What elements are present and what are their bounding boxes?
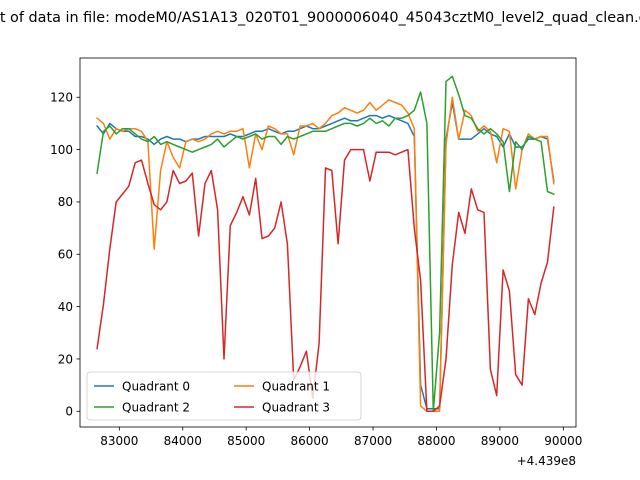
x-tick-label: 87000: [354, 434, 392, 448]
x-tick-label: 85000: [227, 434, 265, 448]
x-axis-offset-label: +4.439e8: [517, 454, 576, 468]
y-tick-label: 100: [50, 143, 73, 157]
legend-label: Quadrant 2: [122, 400, 190, 414]
series-line-quadrant-3: [96, 148, 555, 413]
series-line-quadrant-0: [96, 101, 555, 410]
x-tick-label: 89000: [481, 434, 519, 448]
series-layer: [96, 75, 555, 413]
y-tick-label: 120: [50, 91, 73, 105]
x-tick-label: 88000: [417, 434, 455, 448]
legend-box: [86, 371, 362, 421]
x-tick-label: 90000: [544, 434, 582, 448]
chart-title: Plot of data in file: modeM0/AS1A13_020T…: [0, 10, 640, 26]
y-axis: 0 20 40 60 80 100 120: [50, 91, 80, 419]
legend: Quadrant 0 Quadrant 1 Quadrant 2 Quadrant 3: [86, 371, 362, 421]
x-tick-label: 84000: [164, 434, 202, 448]
x-axis: 83000 84000 85000 86000 87000 88000 89000 90000: [100, 427, 582, 448]
legend-label: Quadrant 1: [262, 379, 330, 393]
x-tick-label: 83000: [100, 434, 138, 448]
plot-area-frame: [79, 57, 577, 428]
legend-label: Quadrant 3: [262, 400, 330, 414]
y-tick-label: 40: [58, 300, 73, 314]
x-tick-label: 86000: [291, 434, 329, 448]
y-tick-label: 80: [58, 195, 73, 209]
series-line-quadrant-1: [96, 96, 555, 413]
legend-label: Quadrant 0: [122, 379, 190, 393]
y-tick-label: 20: [58, 352, 73, 366]
y-tick-label: 0: [65, 405, 73, 419]
series-line-quadrant-2: [96, 75, 555, 413]
y-tick-label: 60: [58, 248, 73, 262]
